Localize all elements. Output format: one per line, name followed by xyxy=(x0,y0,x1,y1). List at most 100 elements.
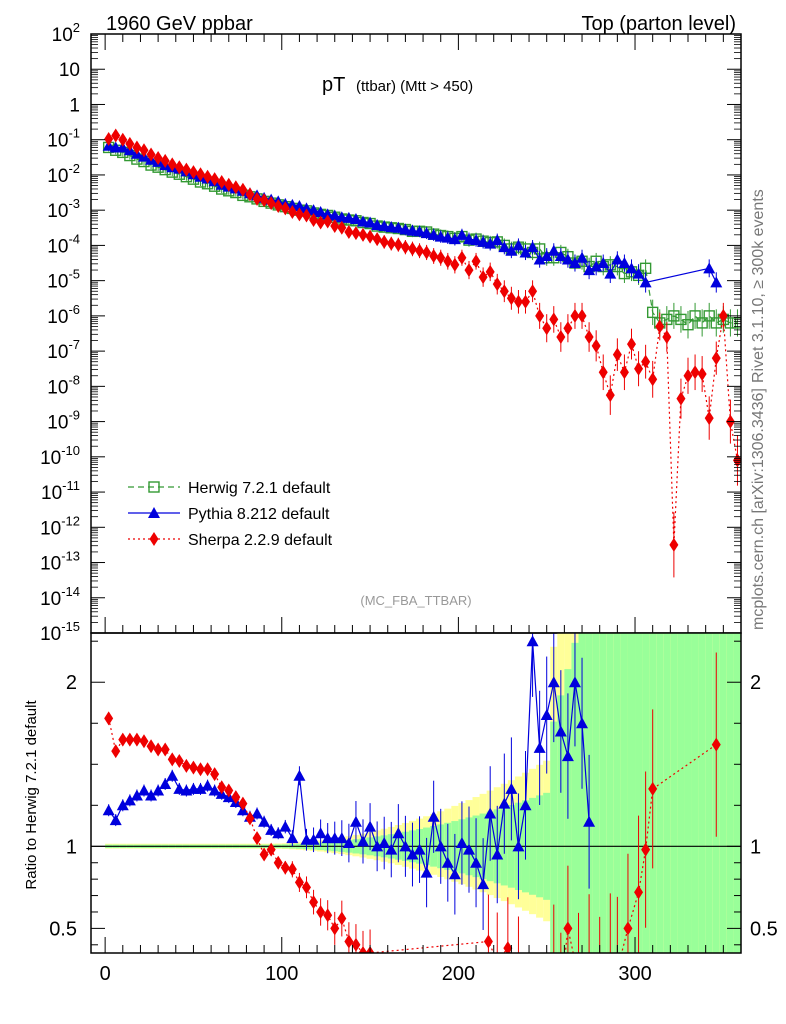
y-tick-exponent: -1 xyxy=(68,126,80,141)
data-point xyxy=(605,388,615,403)
band-green xyxy=(635,633,643,953)
data-point xyxy=(583,264,596,276)
ratio-point xyxy=(118,732,128,747)
ratio-point xyxy=(371,840,384,852)
band-green xyxy=(578,633,586,953)
data-point xyxy=(358,227,368,242)
data-point xyxy=(294,207,304,222)
data-point xyxy=(462,233,475,245)
data-point xyxy=(132,140,142,155)
y-tick-exponent: -11 xyxy=(62,478,80,493)
band-green xyxy=(719,633,727,953)
ratio-point xyxy=(448,868,461,880)
band-green xyxy=(620,633,628,953)
band-green xyxy=(606,633,614,953)
data-point xyxy=(344,225,354,240)
data-point xyxy=(392,221,405,233)
ratio-point xyxy=(259,847,269,862)
data-point xyxy=(400,240,410,255)
data-point xyxy=(696,317,708,329)
y-tick-label: 10-1 xyxy=(47,126,80,152)
data-point xyxy=(540,249,553,261)
data-point xyxy=(533,253,546,265)
data-point xyxy=(434,230,447,242)
data-point xyxy=(316,215,326,230)
band-green xyxy=(599,633,607,953)
ratio-point xyxy=(648,781,658,796)
data-point xyxy=(703,262,716,274)
data-point xyxy=(718,308,728,323)
data-point xyxy=(662,330,672,345)
y-tick-base: 10 xyxy=(47,307,68,328)
ratio-point xyxy=(208,784,221,796)
data-point xyxy=(704,411,714,426)
ratio-point xyxy=(554,725,567,737)
data-point xyxy=(604,267,617,279)
ratio-point xyxy=(104,711,114,726)
ratio-point xyxy=(294,875,304,890)
data-point xyxy=(697,367,707,382)
ratio-point xyxy=(102,804,115,816)
data-point xyxy=(549,312,559,327)
data-point xyxy=(443,254,453,269)
y-tick-base: 10 xyxy=(47,166,68,187)
ratio-point xyxy=(342,837,355,849)
data-point xyxy=(104,132,114,147)
ratio-point xyxy=(441,856,454,868)
ratio-point xyxy=(166,769,179,781)
ratio-point xyxy=(357,835,370,847)
y-tick-label: 10-6 xyxy=(47,302,80,328)
ratio-point xyxy=(194,782,207,794)
y-tick-exponent: -15 xyxy=(61,619,80,634)
data-point xyxy=(323,214,333,229)
data-point xyxy=(379,234,389,249)
series-sherpa xyxy=(104,128,741,578)
data-point xyxy=(632,267,645,279)
header-right: Top (parton level) xyxy=(581,13,736,35)
data-point xyxy=(731,317,741,329)
data-point xyxy=(597,257,610,269)
ratio-point xyxy=(316,904,326,919)
data-point xyxy=(484,237,497,249)
data-point xyxy=(378,220,391,232)
y-tick-label: 102 xyxy=(52,20,80,46)
ratio-plot-series xyxy=(102,633,721,953)
y-tick-label: 10 xyxy=(59,60,80,81)
y-tick-label: 10-4 xyxy=(47,231,80,257)
data-point xyxy=(259,193,269,208)
ratio-point xyxy=(385,843,398,855)
y-tick-base: 10 xyxy=(40,518,61,539)
data-point xyxy=(238,182,248,197)
data-point xyxy=(619,365,629,380)
data-point xyxy=(535,308,545,323)
data-point xyxy=(710,317,722,329)
y-tick-exponent: -7 xyxy=(68,337,80,352)
band-green xyxy=(557,695,565,953)
data-point xyxy=(357,215,370,227)
data-point xyxy=(224,177,234,192)
x-tick-label: 200 xyxy=(442,963,475,985)
y-tick-base: 10 xyxy=(40,589,61,610)
y-tick-base: 10 xyxy=(47,413,68,434)
ratio-point xyxy=(462,843,475,855)
data-point xyxy=(441,231,454,243)
data-point xyxy=(351,226,361,241)
data-point xyxy=(703,310,715,322)
data-point xyxy=(365,229,375,244)
ratio-tick-label-left: 1 xyxy=(66,836,77,858)
ratio-point xyxy=(547,676,560,688)
ratio-y-label: Ratio to Herwig 7.2.1 default xyxy=(23,700,40,890)
main-y-axis: 10210110-110-210-310-410-510-610-710-810… xyxy=(40,20,741,645)
ratio-point xyxy=(173,782,186,794)
band-green xyxy=(705,633,713,953)
y-tick-base: 10 xyxy=(40,448,61,469)
y-tick-base: 10 xyxy=(47,236,68,257)
y-tick-exponent: 2 xyxy=(73,20,80,35)
ratio-point xyxy=(174,754,184,768)
y-tick-label: 1 xyxy=(69,95,80,116)
data-point xyxy=(436,250,446,265)
ratio-point xyxy=(286,832,299,844)
ratio-point xyxy=(137,784,150,796)
y-tick-exponent: -8 xyxy=(68,372,80,387)
band-green xyxy=(663,633,671,953)
